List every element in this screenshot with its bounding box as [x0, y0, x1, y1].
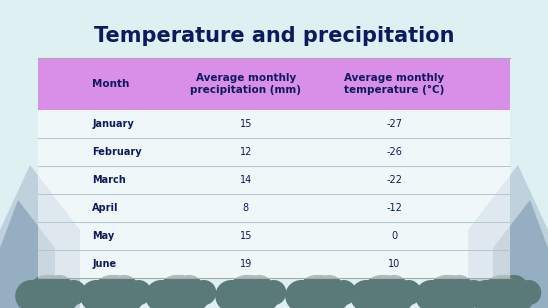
Circle shape	[286, 281, 317, 308]
Text: June: June	[92, 259, 116, 269]
Circle shape	[480, 281, 503, 305]
Text: Month: Month	[92, 79, 130, 89]
Circle shape	[437, 276, 464, 303]
Text: Average monthly
precipitation (mm): Average monthly precipitation (mm)	[190, 73, 301, 95]
Circle shape	[237, 276, 264, 303]
Circle shape	[37, 276, 64, 303]
Circle shape	[262, 281, 286, 305]
Circle shape	[428, 276, 465, 308]
Circle shape	[16, 281, 47, 308]
Circle shape	[146, 281, 176, 308]
Circle shape	[216, 281, 247, 308]
Circle shape	[228, 276, 265, 308]
Circle shape	[446, 276, 473, 303]
Circle shape	[93, 276, 130, 308]
Circle shape	[503, 281, 534, 308]
Text: February: February	[92, 147, 142, 157]
Circle shape	[462, 281, 486, 305]
Text: -27: -27	[386, 119, 402, 129]
Circle shape	[397, 281, 421, 305]
Circle shape	[416, 281, 447, 308]
Text: May: May	[92, 231, 115, 241]
Circle shape	[155, 281, 178, 305]
Text: 15: 15	[239, 231, 252, 241]
Text: 14: 14	[239, 175, 252, 185]
Circle shape	[167, 276, 195, 303]
Text: 19: 19	[239, 259, 252, 269]
Circle shape	[372, 276, 399, 303]
Circle shape	[111, 276, 138, 303]
Circle shape	[28, 276, 65, 308]
Circle shape	[113, 281, 144, 308]
Text: 10: 10	[388, 259, 401, 269]
Text: 12: 12	[239, 147, 252, 157]
Circle shape	[492, 276, 520, 303]
Circle shape	[248, 281, 279, 308]
Circle shape	[102, 276, 129, 303]
Bar	[38, 58, 510, 110]
Circle shape	[25, 281, 48, 305]
Circle shape	[448, 281, 479, 308]
Circle shape	[224, 281, 248, 305]
Circle shape	[62, 281, 85, 305]
Circle shape	[178, 281, 209, 308]
Circle shape	[176, 276, 203, 303]
Circle shape	[359, 281, 383, 305]
Circle shape	[381, 276, 408, 303]
Text: 8: 8	[243, 203, 249, 213]
Text: 15: 15	[239, 119, 252, 129]
Circle shape	[383, 281, 414, 308]
Circle shape	[332, 281, 356, 305]
Circle shape	[483, 276, 520, 308]
Circle shape	[316, 276, 343, 303]
Circle shape	[294, 281, 318, 305]
Circle shape	[517, 281, 540, 305]
Text: March: March	[92, 175, 126, 185]
Circle shape	[127, 281, 151, 305]
Circle shape	[307, 276, 334, 303]
Polygon shape	[0, 165, 80, 308]
Circle shape	[318, 281, 349, 308]
Text: Temperature and precipitation: Temperature and precipitation	[94, 26, 454, 46]
Polygon shape	[468, 165, 548, 308]
Circle shape	[424, 281, 448, 305]
Text: January: January	[92, 119, 134, 129]
Circle shape	[501, 276, 528, 303]
Circle shape	[246, 276, 273, 303]
Circle shape	[89, 281, 113, 305]
Text: Average monthly
temperature (°C): Average monthly temperature (°C)	[344, 73, 444, 95]
Circle shape	[363, 276, 400, 308]
Text: April: April	[92, 203, 119, 213]
Text: 0: 0	[391, 231, 397, 241]
Circle shape	[298, 276, 335, 308]
Circle shape	[81, 281, 111, 308]
Polygon shape	[0, 200, 55, 308]
Bar	[38, 110, 510, 278]
Polygon shape	[493, 200, 548, 308]
Circle shape	[192, 281, 215, 305]
Circle shape	[471, 281, 501, 308]
Text: -12: -12	[386, 203, 402, 213]
Text: -22: -22	[386, 175, 402, 185]
Circle shape	[45, 276, 73, 303]
Text: -26: -26	[386, 147, 402, 157]
Circle shape	[158, 276, 195, 308]
Circle shape	[48, 281, 79, 308]
Circle shape	[351, 281, 381, 308]
